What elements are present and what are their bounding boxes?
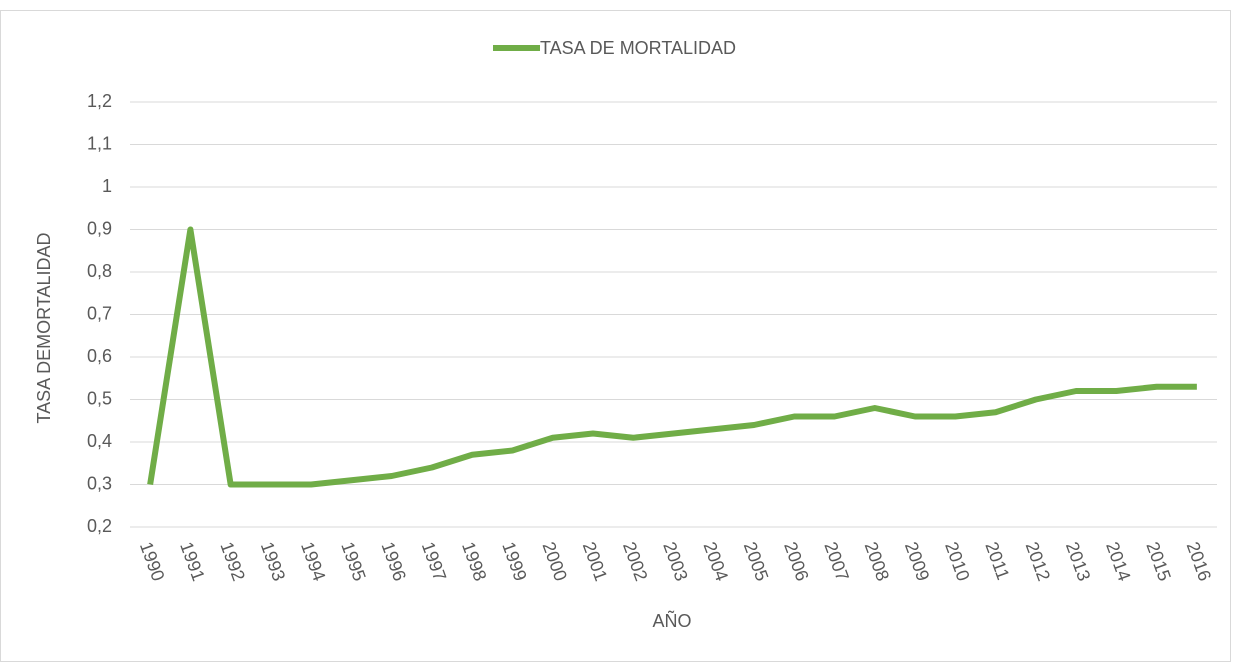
y-axis-label: TASA DEMORTALIDAD (34, 232, 54, 423)
y-tick-label: 0,3 (87, 473, 112, 493)
legend-label: TASA DE MORTALIDAD (540, 38, 736, 58)
y-tick-label: 1,1 (87, 133, 112, 153)
y-tick-label: 1,2 (87, 91, 112, 111)
x-axis-label: AÑO (652, 610, 691, 631)
data-line (147, 226, 1197, 488)
y-tick-label: 0,2 (87, 516, 112, 536)
y-tick-label: 0,9 (87, 218, 112, 238)
y-tick-label: 0,5 (87, 388, 112, 408)
y-tick-label: 0,6 (87, 346, 112, 366)
y-tick-label: 0,4 (87, 431, 112, 451)
y-tick-label: 0,8 (87, 261, 112, 281)
y-tick-label: 1 (102, 176, 112, 196)
y-tick-label: 0,7 (87, 303, 112, 323)
